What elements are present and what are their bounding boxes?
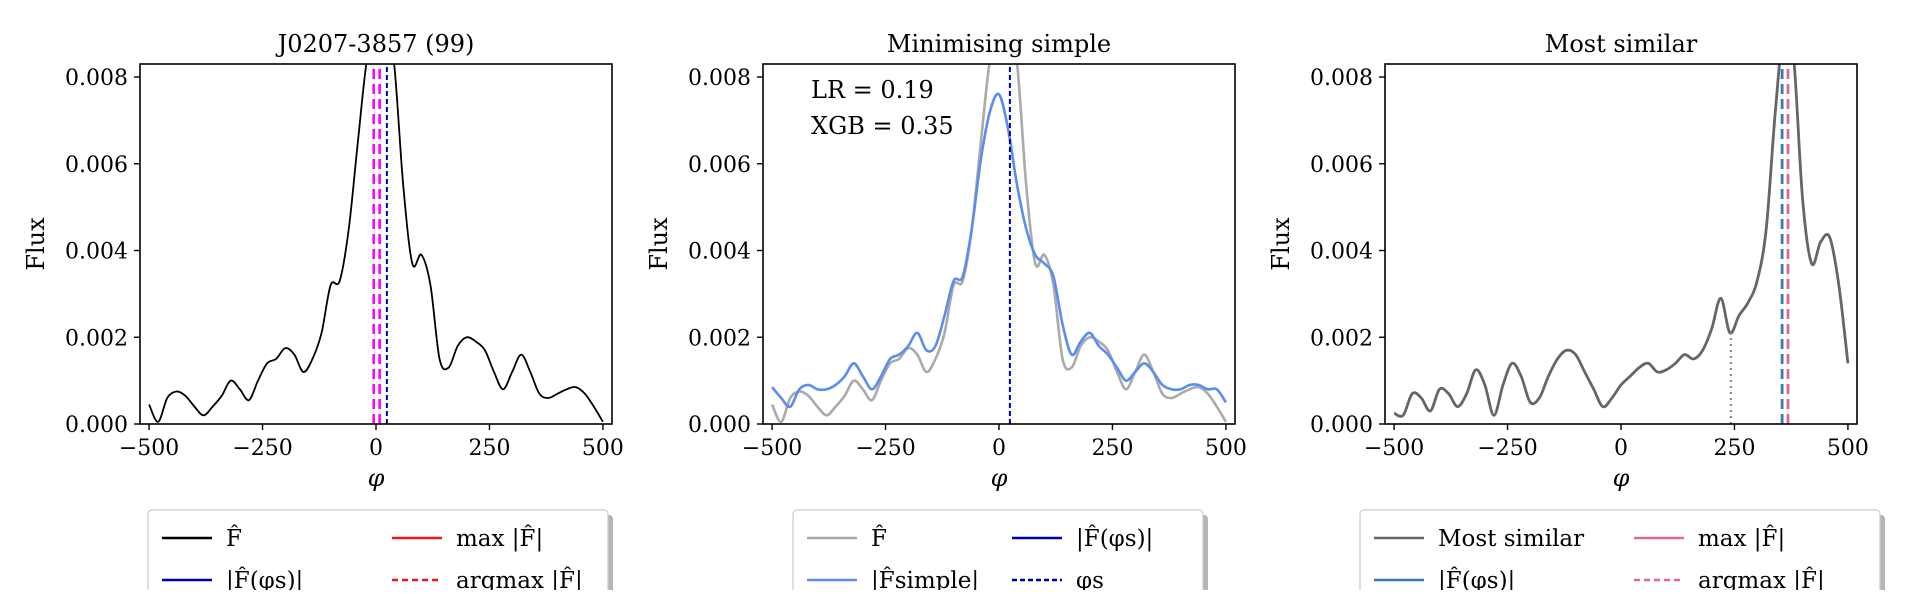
y-tick-label: 0.002 [65,326,128,351]
y-tick-label: 0.008 [688,66,751,91]
legend-label: max |F̂| [1698,526,1785,552]
axes-frame [139,63,613,425]
series-line-F [770,64,1228,424]
x-tick-label: 250 [468,436,510,461]
legend: Most similar max |F̂| |F̂(φs)| argmax |F̂| [1359,509,1885,594]
y-tick-label: 0.002 [1310,326,1373,351]
series-line-F_simple [771,92,1228,409]
x-tick-label: 500 [1205,436,1247,461]
x-tick-label: 0 [992,436,1006,461]
x-tick-label: 0 [1614,436,1628,461]
y-tick-label: 0.006 [65,153,128,178]
y-tick-label: 0.004 [1310,240,1373,265]
y-tick-label: 0.002 [688,326,751,351]
legend-label: |F̂simple| [871,568,979,590]
x-tick-label: −250 [1477,436,1537,461]
legend-label: |F̂(φs)| [1438,568,1515,590]
y-tick-label: 0.000 [65,413,128,438]
x-tick-label: 250 [1713,436,1755,461]
chart-panel-3: Most similar −500 −250 0 250 500 0.000 0.002 0.0… [1267,30,1885,594]
legend-label: max |F̂| [456,526,543,552]
legend: F̂ max |F̂| |F̂(φs)| argmax |F̂| [147,509,613,594]
legend-label: Most similar [1438,526,1584,552]
y-tick-label: 0.004 [688,240,751,265]
chart-title: Minimising simple [887,30,1111,58]
legend-label: |F̂(φs)| [226,568,303,590]
chart-title: Most similar [1545,30,1698,58]
x-tick-label: 500 [1827,436,1869,461]
plot-area [770,64,1228,424]
x-axis-label: φ [368,464,385,492]
x-tick-label: −250 [232,436,292,461]
legend-label: F̂ [226,526,242,552]
chart-title: J0207-3857 (99) [275,30,475,58]
legend-box [147,509,609,594]
y-tick-label: 0.008 [65,66,128,91]
legend-label: φs [1076,568,1104,590]
y-tick-label: 0.006 [1310,153,1373,178]
axes-frame [1384,63,1858,425]
legend-box [792,509,1204,594]
x-tick-label: 250 [1091,436,1133,461]
x-tick-label: 0 [369,436,383,461]
annotation-text: LR = 0.19 [811,76,934,104]
y-tick-label: 0.006 [688,153,751,178]
y-tick-label: 0.008 [1310,66,1373,91]
legend-label: |F̂(φs)| [1076,526,1153,552]
legend: F̂ |F̂(φs)| |F̂simple| φs [792,509,1208,594]
x-tick-label: −500 [742,436,802,461]
plot-area [1393,64,1850,424]
x-tick-label: 500 [582,436,624,461]
annotation-text: XGB = 0.35 [811,112,954,140]
legend-label: argmax |F̂| [1698,568,1825,590]
plot-area [148,64,604,424]
x-tick-label: −500 [119,436,179,461]
legend-label: argmax |F̂| [456,568,583,590]
legend-box [1359,509,1881,594]
series-line-most_similar [1393,64,1850,418]
series-line-F [148,64,604,423]
x-tick-label: −250 [855,436,915,461]
y-tick-label: 0.000 [1310,413,1373,438]
y-tick-label: 0.000 [688,413,751,438]
legend-label: F̂ [871,526,887,552]
x-axis-label: φ [991,464,1008,492]
x-axis-label: φ [1613,464,1630,492]
y-axis-label: Flux [22,217,50,271]
y-axis-label: Flux [1267,217,1295,271]
chart-panel-2: Minimising simple −500 −250 0 250 500 0.000 0.0… [645,30,1247,594]
chart-panel-1: J0207-3857 (99) −500 −250 0 250 500 0.000 0.002… [22,30,624,594]
y-axis-label: Flux [645,217,673,271]
x-tick-label: −500 [1364,436,1424,461]
y-tick-label: 0.004 [65,240,128,265]
